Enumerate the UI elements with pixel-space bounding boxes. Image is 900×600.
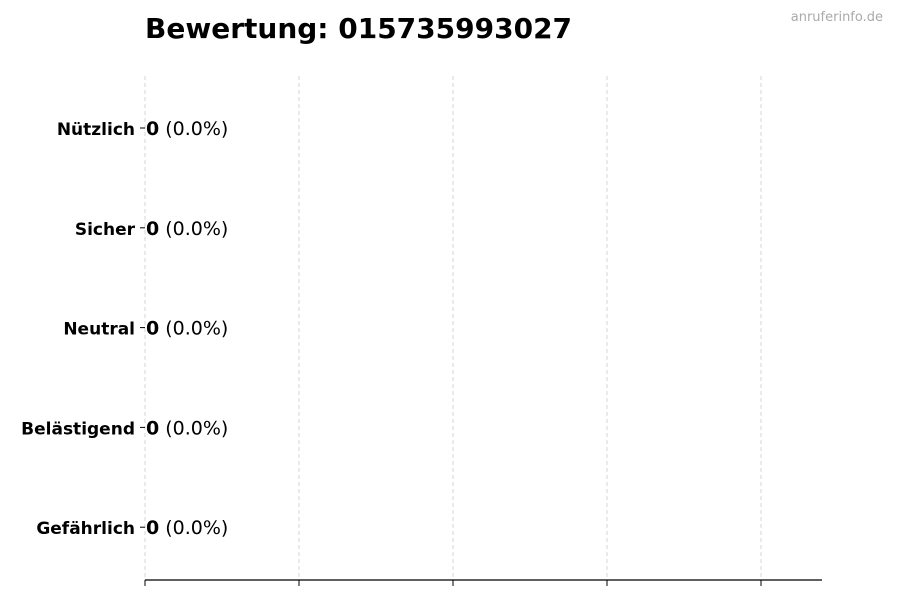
data-label: 0 (0.0%) xyxy=(146,218,228,240)
data-label: 0 (0.0%) xyxy=(146,417,228,439)
chart-title: Bewertung: 015735993027 xyxy=(145,12,573,45)
percent-label: (0.0%) xyxy=(165,417,228,439)
value-label: 0 xyxy=(146,218,159,240)
value-label: 0 xyxy=(146,417,159,439)
percent-label: (0.0%) xyxy=(165,517,228,539)
y-tick-label: Gefährlich xyxy=(36,519,135,539)
y-tick-label: Sicher xyxy=(75,220,136,240)
data-label: 0 (0.0%) xyxy=(146,118,228,140)
percent-label: (0.0%) xyxy=(165,218,228,240)
value-label: 0 xyxy=(146,318,159,340)
value-label: 0 xyxy=(146,517,159,539)
data-label: 0 (0.0%) xyxy=(146,517,228,539)
percent-label: (0.0%) xyxy=(165,318,228,340)
data-label: 0 (0.0%) xyxy=(146,318,228,340)
y-tick-label: Belästigend xyxy=(21,419,135,439)
y-tick-label: Nützlich xyxy=(57,120,135,140)
y-tick-label: Neutral xyxy=(63,320,135,340)
value-label: 0 xyxy=(146,118,159,140)
watermark: anruferinfo.de xyxy=(790,10,883,25)
percent-label: (0.0%) xyxy=(165,118,228,140)
